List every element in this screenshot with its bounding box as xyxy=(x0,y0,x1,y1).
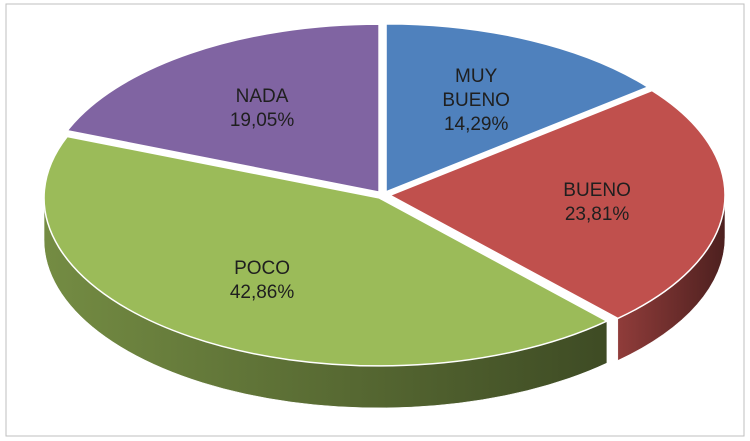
label-value: 23,81% xyxy=(564,203,630,225)
label-value: 42,86% xyxy=(229,282,295,304)
label-category: MUY BUENO xyxy=(442,66,510,112)
label-category: NADA xyxy=(235,85,289,107)
data-label: NADA 19,05% xyxy=(212,85,312,133)
slice xyxy=(43,135,609,367)
label-category: BUENO xyxy=(563,179,631,201)
slice xyxy=(385,23,650,193)
data-label: POCO 42,86% xyxy=(212,257,312,305)
label-category: POCO xyxy=(234,258,291,280)
slice xyxy=(388,89,726,320)
label-value: 19,05% xyxy=(229,109,295,131)
slice xyxy=(65,23,380,194)
label-value: 14,29% xyxy=(443,114,509,136)
data-label: BUENO 23,81% xyxy=(547,179,647,227)
data-label: MUY BUENO 14,29% xyxy=(426,65,526,137)
